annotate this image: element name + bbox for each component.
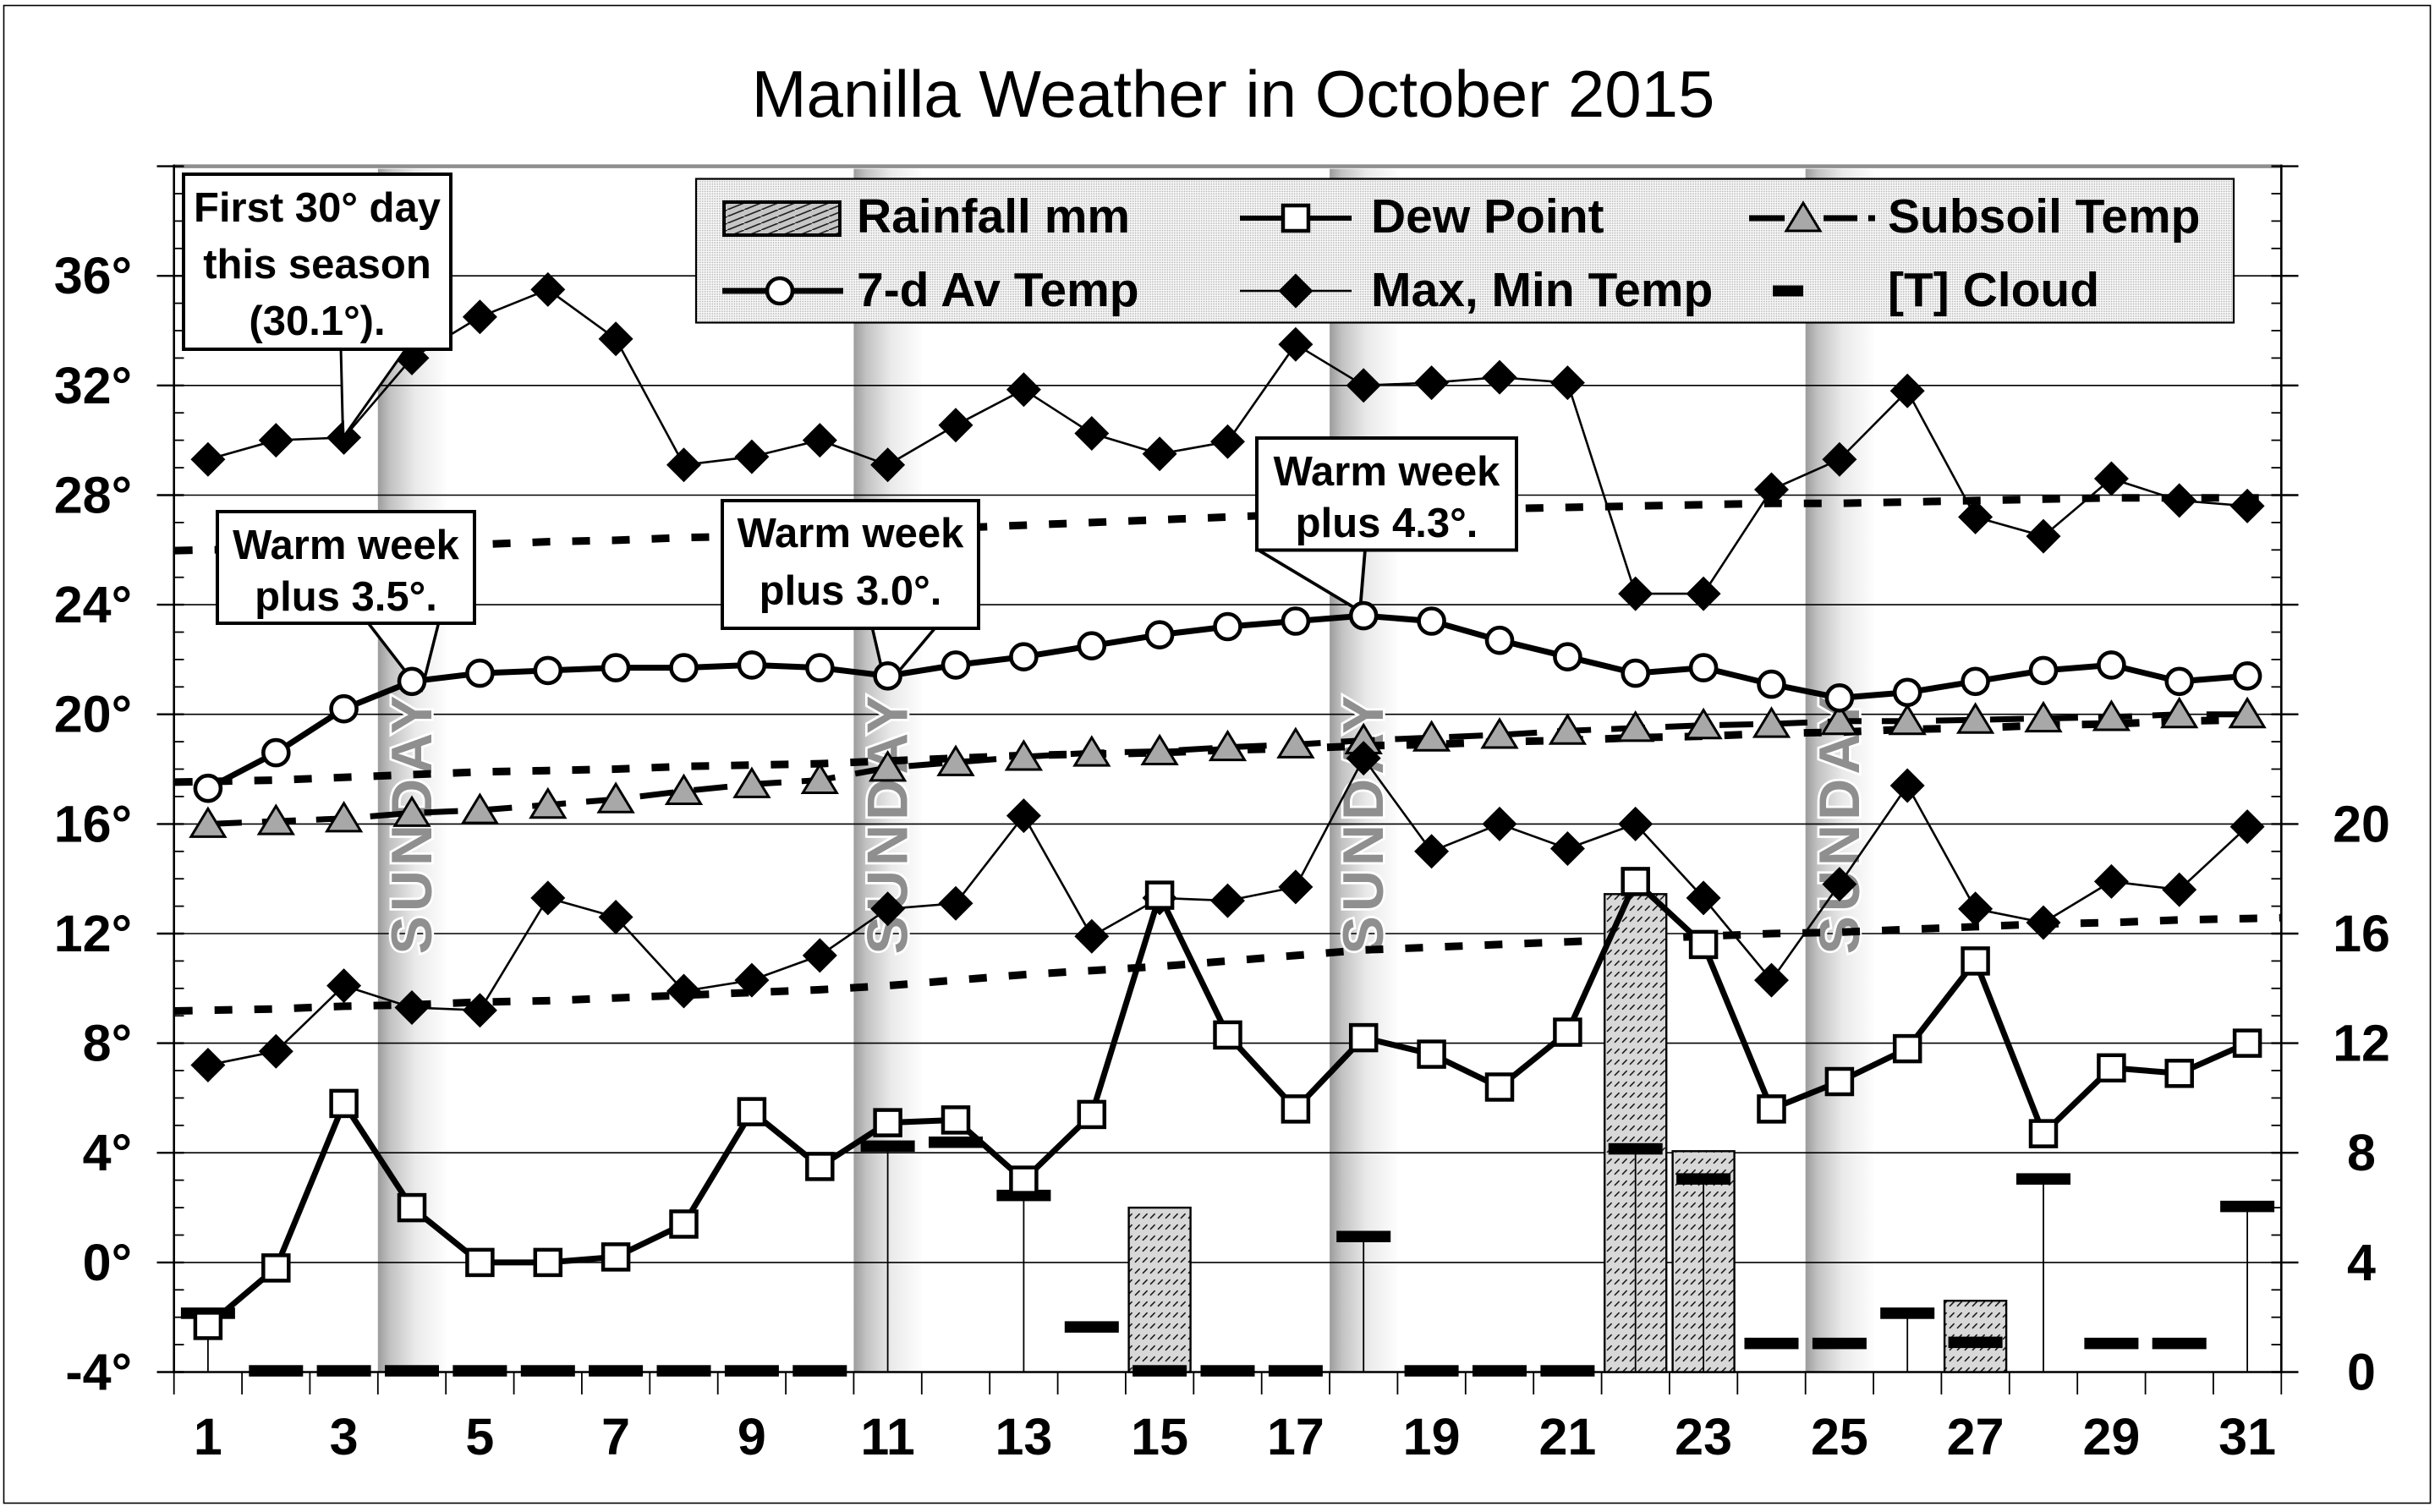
svg-text:19: 19 bbox=[1403, 1408, 1461, 1465]
svg-text:17: 17 bbox=[1267, 1408, 1324, 1465]
svg-text:Warm week: Warm week bbox=[1274, 449, 1501, 495]
svg-text:plus 3.0°.: plus 3.0°. bbox=[760, 568, 942, 614]
svg-text:8: 8 bbox=[2347, 1124, 2376, 1181]
svg-text:Dew Point: Dew Point bbox=[1371, 189, 1604, 244]
svg-text:5: 5 bbox=[465, 1408, 494, 1465]
svg-text:Max, Min Temp: Max, Min Temp bbox=[1371, 263, 1713, 317]
svg-text:7: 7 bbox=[601, 1408, 630, 1465]
svg-text:20: 20 bbox=[2333, 795, 2390, 852]
svg-text:Warm week: Warm week bbox=[233, 523, 460, 568]
svg-text:3: 3 bbox=[330, 1408, 359, 1465]
svg-text:4°: 4° bbox=[83, 1124, 132, 1181]
svg-text:27: 27 bbox=[1947, 1408, 2004, 1465]
svg-text:9: 9 bbox=[738, 1408, 766, 1465]
svg-text:-4°: -4° bbox=[65, 1344, 132, 1401]
svg-text:(30.1°).: (30.1°). bbox=[249, 299, 385, 344]
svg-text:Manilla Weather in October 201: Manilla Weather in October 2015 bbox=[752, 57, 1715, 131]
svg-text:7-d Av Temp: 7-d Av Temp bbox=[857, 263, 1139, 317]
svg-text:Subsoil Temp: Subsoil Temp bbox=[1888, 189, 2200, 244]
svg-text:21: 21 bbox=[1538, 1408, 1596, 1465]
svg-text:8°: 8° bbox=[83, 1015, 132, 1072]
svg-text:0°: 0° bbox=[83, 1234, 132, 1291]
svg-text:Warm week: Warm week bbox=[738, 511, 965, 556]
svg-text:First 30° day: First 30° day bbox=[194, 185, 441, 231]
svg-text:plus 3.5°.: plus 3.5°. bbox=[255, 574, 437, 620]
svg-text:11: 11 bbox=[860, 1408, 915, 1465]
svg-text:SUNDAY: SUNDAY bbox=[380, 692, 444, 955]
svg-text:12°: 12° bbox=[54, 905, 132, 962]
svg-text:32°: 32° bbox=[54, 357, 132, 414]
svg-text:1: 1 bbox=[194, 1408, 222, 1465]
svg-text:this season: this season bbox=[203, 242, 431, 288]
svg-text:29: 29 bbox=[2082, 1408, 2140, 1465]
svg-text:28°: 28° bbox=[54, 467, 132, 524]
svg-text:[T] Cloud: [T] Cloud bbox=[1888, 263, 2099, 317]
svg-text:plus 4.3°.: plus 4.3°. bbox=[1296, 501, 1478, 546]
svg-text:0: 0 bbox=[2347, 1344, 2376, 1401]
svg-text:20°: 20° bbox=[54, 686, 132, 743]
svg-text:13: 13 bbox=[995, 1408, 1052, 1465]
svg-text:36°: 36° bbox=[54, 247, 132, 304]
svg-text:12: 12 bbox=[2333, 1015, 2390, 1072]
svg-text:4: 4 bbox=[2347, 1234, 2376, 1291]
svg-text:16°: 16° bbox=[54, 795, 132, 852]
svg-text:24°: 24° bbox=[54, 576, 132, 633]
svg-text:23: 23 bbox=[1675, 1408, 1732, 1465]
svg-text:31: 31 bbox=[2218, 1408, 2276, 1465]
svg-text:15: 15 bbox=[1131, 1408, 1188, 1465]
svg-text:25: 25 bbox=[1811, 1408, 1868, 1465]
svg-text:16: 16 bbox=[2333, 905, 2390, 962]
svg-text:Rainfall mm: Rainfall mm bbox=[857, 189, 1130, 244]
